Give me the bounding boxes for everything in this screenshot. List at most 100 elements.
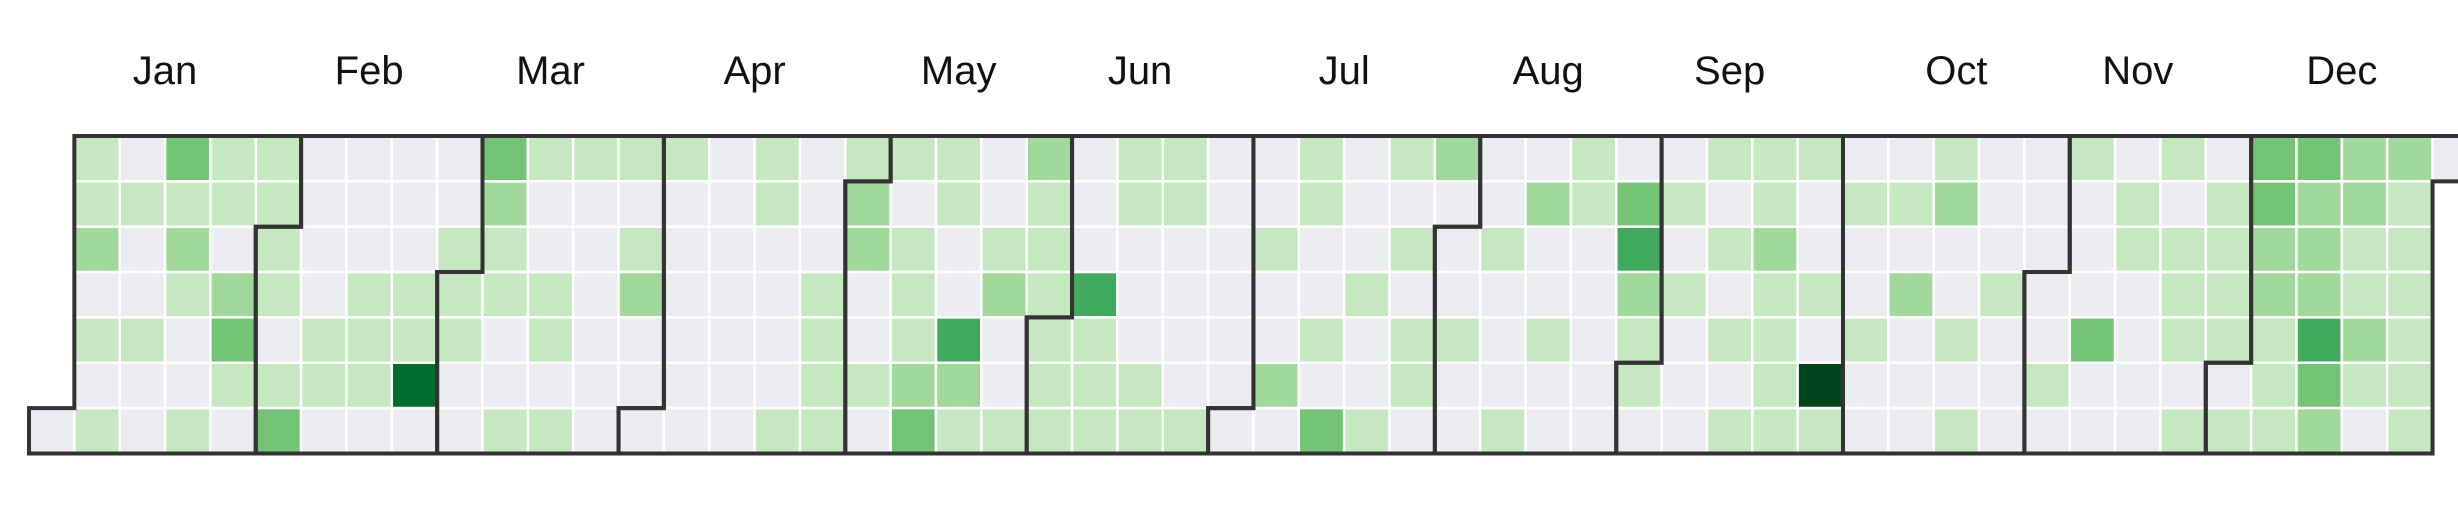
day-cell <box>1932 361 1981 410</box>
day-cell <box>1388 361 1437 410</box>
month-label: Dec <box>2306 49 2377 93</box>
day-cell <box>1025 134 1074 183</box>
day-cell <box>2113 270 2162 319</box>
day-cell <box>163 316 212 364</box>
day-cell <box>1025 361 1074 410</box>
day-cell <box>1615 225 1663 274</box>
day-cell <box>526 361 575 410</box>
day-cell <box>662 406 711 455</box>
day-cell <box>844 406 892 455</box>
day-cell <box>571 180 620 228</box>
day-cell <box>1478 180 1527 228</box>
day-cell <box>481 134 530 183</box>
day-cell <box>708 270 756 319</box>
day-cell <box>299 270 348 319</box>
day-cell <box>254 134 303 183</box>
day-cell <box>934 406 983 455</box>
day-cell <box>1524 316 1573 364</box>
day-cell <box>390 361 439 410</box>
day-cell <box>2113 406 2162 455</box>
day-cell <box>390 225 439 274</box>
day-cell <box>2249 225 2298 274</box>
day-cell <box>1297 316 1346 364</box>
day-cell <box>1433 180 1482 228</box>
day-cell <box>1342 361 1391 410</box>
day-cell <box>2023 270 2072 319</box>
day-cell <box>27 406 76 455</box>
day-cell <box>435 134 484 183</box>
day-cell <box>571 225 620 274</box>
day-cell <box>980 361 1028 410</box>
day-cell <box>1524 225 1573 274</box>
day-cell <box>254 406 303 455</box>
day-cell <box>1705 134 1754 183</box>
day-cell <box>390 406 439 455</box>
day-cell <box>1161 134 1210 183</box>
day-cell <box>254 225 303 274</box>
day-cell <box>390 270 439 319</box>
day-cell <box>1116 270 1165 319</box>
day-cell <box>1796 316 1845 364</box>
day-cell <box>2023 406 2072 455</box>
day-cell <box>1796 180 1845 228</box>
day-cell <box>2204 225 2253 274</box>
day-cell <box>345 316 394 364</box>
day-cell <box>1070 180 1119 228</box>
day-cell <box>1116 361 1165 410</box>
day-cell <box>1660 270 1709 319</box>
day-cell <box>708 406 756 455</box>
day-cell <box>1660 406 1709 455</box>
day-cell <box>1977 316 2026 364</box>
day-cell <box>1751 361 1799 410</box>
day-cell <box>1569 270 1618 319</box>
day-cell <box>2295 225 2344 274</box>
day-cell <box>798 316 847 364</box>
day-cell <box>1977 134 2026 183</box>
day-cell <box>1660 134 1709 183</box>
day-cell <box>844 361 892 410</box>
day-cell <box>1025 270 1074 319</box>
day-cell <box>889 270 938 319</box>
day-cell <box>934 134 983 183</box>
day-cell <box>753 316 802 364</box>
day-cell <box>1751 406 1799 455</box>
month-labels: Jan Feb Mar Apr May Jun Jul Aug Sep Oct Nov Dec <box>133 49 2378 93</box>
day-cell <box>2385 316 2434 364</box>
day-cell <box>708 225 756 274</box>
day-cells <box>27 134 2458 455</box>
day-cell <box>1887 225 1935 274</box>
day-cell <box>299 406 348 455</box>
day-cell <box>1705 406 1754 455</box>
day-cell <box>2159 361 2208 410</box>
day-cell <box>1887 361 1935 410</box>
day-cell <box>2113 134 2162 183</box>
day-cell <box>571 361 620 410</box>
day-cell <box>2204 134 2253 183</box>
day-cell <box>1297 270 1346 319</box>
day-cell <box>1524 134 1573 183</box>
day-cell <box>1615 406 1663 455</box>
day-cell <box>1161 316 1210 364</box>
day-cell <box>1252 270 1301 319</box>
day-cell <box>1932 134 1981 183</box>
day-cell <box>345 270 394 319</box>
day-cell <box>1388 316 1437 364</box>
day-cell <box>163 180 212 228</box>
day-cell <box>617 134 666 183</box>
day-cell <box>2113 180 2162 228</box>
day-cell <box>1342 270 1391 319</box>
day-cell <box>980 316 1028 364</box>
day-cell <box>1025 406 1074 455</box>
day-cell <box>1161 180 1210 228</box>
day-cell <box>617 361 666 410</box>
day-cell <box>934 316 983 364</box>
month-label: Jul <box>1319 49 1370 93</box>
day-cell <box>1705 225 1754 274</box>
day-cell <box>1206 180 1255 228</box>
day-cell <box>163 270 212 319</box>
day-cell <box>1751 134 1799 183</box>
day-cell <box>2385 406 2434 455</box>
day-cell <box>299 134 348 183</box>
day-cell <box>1342 406 1391 455</box>
day-cell <box>1796 361 1845 410</box>
